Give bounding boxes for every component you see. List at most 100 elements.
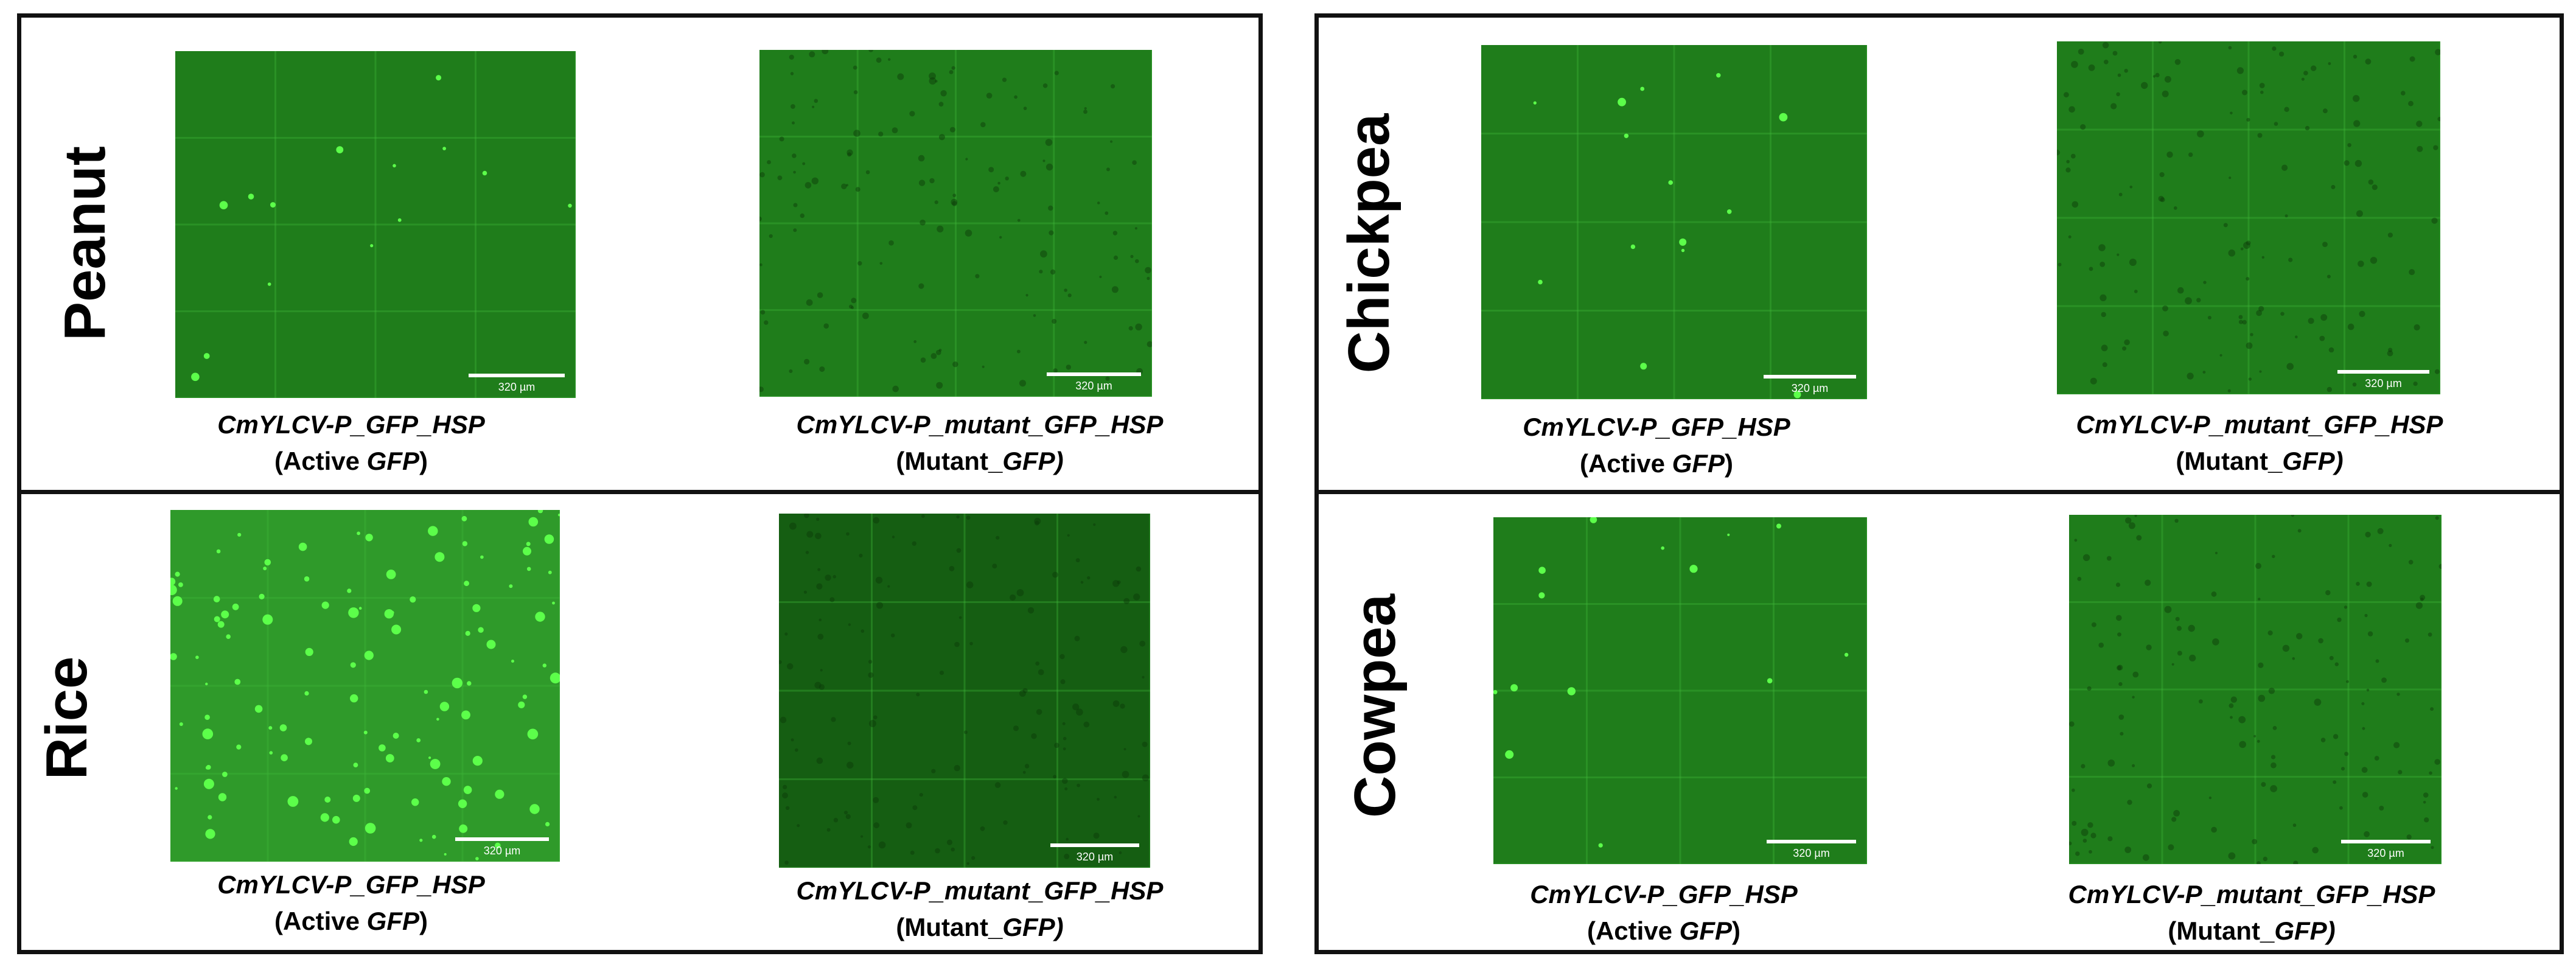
fluorescent-spot: [916, 693, 920, 697]
fluorescent-spot: [2388, 347, 2393, 352]
fluorescent-spot: [2199, 699, 2203, 704]
fluorescent-spot: [1139, 640, 1146, 647]
fluorescent-spot: [1097, 798, 1100, 801]
fluorescent-spot: [1133, 593, 1140, 601]
fluorescent-spot: [2071, 61, 2078, 68]
fluorescent-spot: [1767, 678, 1773, 683]
fluorescent-spot: [254, 705, 263, 713]
fluorescent-spot: [841, 183, 847, 189]
fluorescent-spot: [234, 679, 241, 685]
fluorescent-spot: [214, 616, 220, 623]
fluorescent-spot: [2164, 75, 2171, 83]
fluorescent-spot: [980, 826, 985, 831]
fluorescent-spot: [232, 603, 239, 610]
fluorescent-spot: [1010, 594, 1016, 601]
fluorescent-spot: [2239, 741, 2246, 748]
fluorescent-spot: [411, 798, 419, 806]
fluorescent-spot: [954, 641, 960, 647]
fluorescent-spot: [2401, 91, 2406, 96]
fluorescent-spot: [2365, 58, 2372, 65]
species-label-chickpea: Chickpea: [1336, 113, 1401, 374]
micrograph-image: 320 µm: [1481, 45, 1867, 399]
fluorescent-spot: [817, 633, 824, 640]
caption-chickpea-active: CmYLCV-P_GFP_HSP (Active GFP): [1523, 409, 1790, 482]
fluorescent-spot: [2326, 274, 2331, 279]
fluorescent-spot: [847, 741, 851, 745]
fluorescent-spot: [862, 312, 869, 319]
fluorescent-spot: [803, 590, 807, 594]
fluorescent-spot: [1052, 571, 1058, 578]
fluorescent-spot: [935, 80, 938, 83]
fluorescent-spot: [1114, 795, 1117, 799]
fluorescent-spot: [2104, 60, 2109, 65]
fluorescent-spot: [2145, 579, 2151, 586]
fluorescent-spot: [263, 567, 267, 571]
fluorescent-spot: [1036, 709, 1042, 715]
fluorescent-spot: [1045, 139, 1053, 146]
fluorescent-spot: [1106, 167, 1110, 172]
fluorescent-spot: [1075, 558, 1080, 563]
fluorescent-spot: [878, 131, 884, 137]
fluorescent-spot: [2068, 235, 2072, 239]
scale-bar-label: 320 µm: [484, 845, 520, 857]
fluorescent-spot: [831, 717, 836, 722]
construct-name: CmYLCV-P_GFP_HSP: [1530, 880, 1798, 909]
fluorescent-spot: [464, 581, 469, 587]
fluorescent-spot: [873, 822, 880, 829]
fluorescent-spot: [1033, 314, 1036, 317]
fluorescent-spot: [480, 555, 484, 559]
fluorescent-spot: [859, 553, 863, 558]
fluorescent-spot: [876, 57, 882, 63]
fluorescent-spot: [2364, 613, 2368, 618]
fluorescent-spot: [2124, 846, 2132, 853]
fluorescent-spot: [1533, 101, 1537, 105]
fluorescent-spot: [2272, 726, 2277, 730]
fluorescent-spot: [912, 541, 916, 546]
fluorescent-spot: [1074, 635, 1080, 641]
fluorescent-spot: [934, 200, 938, 204]
fluorescent-spot: [1066, 837, 1069, 841]
fluorescent-spot: [535, 612, 545, 622]
fluorescent-spot: [2311, 65, 2317, 71]
caption-cowpea-active: CmYLCV-P_GFP_HSP (Active GFP): [1530, 876, 1798, 949]
fluorescent-spot: [1147, 341, 1152, 347]
fluorescent-spot: [259, 593, 265, 599]
fluorescent-spot: [1053, 775, 1056, 779]
fluorescent-spot: [930, 353, 937, 359]
fluorescent-spot: [966, 862, 969, 865]
fluorescent-spot: [552, 601, 555, 605]
fluorescent-spot: [1147, 276, 1150, 281]
fluorescent-spot: [1538, 592, 1545, 599]
fluorescent-spot: [353, 762, 358, 767]
fluorescent-spot: [2434, 369, 2440, 374]
fluorescent-spot: [819, 618, 822, 621]
construct-name: CmYLCV-P_GFP_HSP: [217, 410, 485, 439]
fluorescent-spot: [855, 187, 860, 192]
fluorescent-spot: [956, 548, 962, 553]
fluorescent-spot: [2081, 828, 2089, 836]
fluorescent-spot: [1510, 684, 1518, 692]
fluorescent-spot: [2414, 324, 2420, 331]
fluorescent-spot: [2080, 124, 2086, 130]
fluorescent-spot: [2175, 616, 2180, 621]
fluorescent-spot: [2331, 184, 2336, 189]
fluorescent-spot: [812, 105, 815, 108]
fluorescent-spot: [891, 633, 895, 638]
fluorescent-spot: [2188, 152, 2193, 157]
fluorescent-spot: [868, 672, 874, 678]
scale-bar: [1767, 840, 1856, 843]
fluorescent-spot: [2364, 831, 2370, 837]
fluorescent-spot: [2203, 281, 2207, 284]
fluorescent-spot: [2202, 371, 2206, 374]
fluorescent-spot: [1598, 843, 1603, 848]
micrograph-image: 320 µm: [2057, 41, 2440, 394]
micrograph-image: 320 µm: [175, 51, 576, 398]
fluorescent-spot: [365, 534, 373, 542]
fluorescent-spot: [1112, 700, 1120, 707]
fluorescent-spot: [324, 797, 331, 803]
fluorescent-spot: [2328, 347, 2334, 353]
fluorescent-spot: [2312, 846, 2319, 854]
construct-desc: (Active GFP): [274, 907, 428, 935]
fluorescent-spot: [267, 282, 271, 286]
fluorescent-spot: [545, 822, 550, 826]
